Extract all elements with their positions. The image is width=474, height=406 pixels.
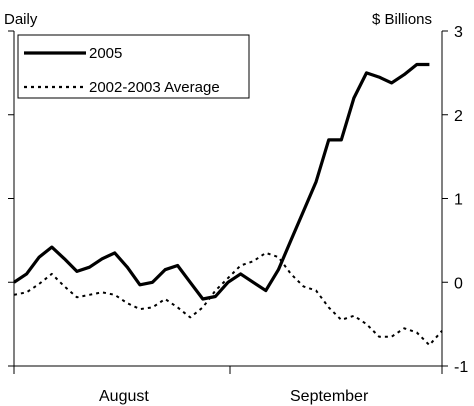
y-tick-label: 0 (454, 275, 463, 292)
y-tick-label: -1 (454, 359, 468, 376)
series-layer (13, 62, 443, 347)
right-axis-label: $ Billions (372, 11, 432, 28)
legend-label-average: 2002-2003 Average (89, 79, 220, 96)
x-tick-label-september: September (290, 388, 369, 405)
y-tick-label: 1 (454, 192, 463, 209)
axes: -1 0 1 2 3 (8, 24, 468, 376)
legend-label-2005: 2005 (89, 45, 122, 62)
x-tick-label-august: August (99, 388, 149, 405)
series-line-2005 (13, 62, 430, 301)
legend-box (17, 34, 250, 99)
legend: 2005 2002-2003 Average (17, 34, 250, 99)
y-tick-label: 2 (454, 108, 463, 125)
left-axis-label: Daily (4, 11, 38, 28)
series-line-average (13, 251, 443, 347)
y-tick-label: 3 (454, 24, 463, 41)
